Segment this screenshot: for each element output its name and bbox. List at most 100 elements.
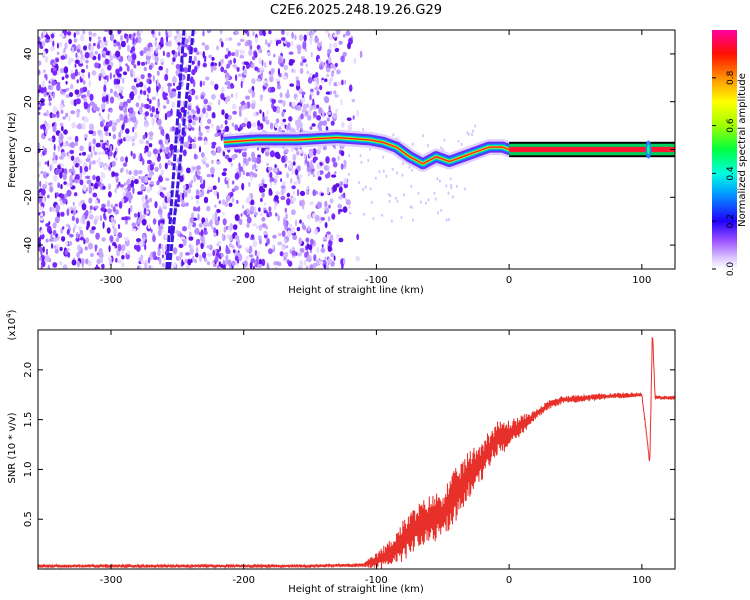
noise-speckle: [262, 116, 266, 122]
noise-speckle: [131, 85, 136, 90]
noise-speckle: [145, 204, 150, 209]
noise-speckle: [295, 76, 299, 81]
noise-speckle: [168, 40, 172, 47]
noise-speckle: [52, 67, 57, 72]
noise-speckle: [115, 50, 121, 58]
noise-speckle: [69, 233, 74, 238]
noise-speckle: [144, 243, 147, 251]
noise-speckle: [70, 69, 74, 74]
noise-speckle: [211, 159, 214, 164]
noise-speckle: [57, 234, 60, 241]
noise-speckle: [187, 105, 192, 111]
noise-speckle: [345, 199, 351, 206]
noise-speckle: [318, 145, 322, 151]
streak-line: [165, 30, 186, 269]
noise-speckle: [193, 47, 198, 53]
noise-speckle: [39, 206, 44, 211]
noise-speckle: [145, 103, 150, 110]
noise-speckle: [382, 169, 385, 173]
noise-speckle: [187, 95, 192, 103]
noise-speckle: [195, 194, 200, 200]
noise-speckle: [248, 254, 254, 258]
noise-speckle: [125, 156, 128, 164]
noise-speckle: [159, 185, 164, 191]
noise-speckle: [211, 56, 215, 61]
noise-speckle: [38, 60, 42, 66]
noise-speckle: [340, 98, 343, 106]
noise-speckle: [49, 164, 52, 172]
noise-speckle: [211, 123, 214, 128]
noise-speckle: [212, 249, 215, 257]
noise-speckle: [71, 259, 77, 266]
noise-speckle: [464, 187, 467, 191]
noise-speckle: [320, 192, 324, 196]
noise-speckle: [306, 186, 309, 191]
noise-speckle: [296, 174, 300, 181]
noise-speckle: [48, 97, 53, 102]
noise-speckle: [271, 98, 276, 104]
noise-speckle: [38, 173, 41, 178]
noise-speckle: [342, 34, 346, 38]
noise-speckle: [318, 120, 324, 127]
noise-speckle: [320, 80, 325, 84]
noise-speckle: [90, 150, 93, 158]
noise-speckle: [66, 229, 70, 235]
noise-speckle: [296, 189, 300, 197]
noise-speckle: [38, 142, 41, 149]
noise-speckle: [199, 254, 202, 262]
noise-speckle: [326, 30, 330, 34]
noise-speckle: [374, 176, 377, 180]
noise-speckle: [392, 133, 395, 137]
noise-speckle: [268, 30, 272, 35]
noise-speckle: [238, 166, 244, 172]
noise-speckle: [109, 235, 114, 243]
noise-speckle: [128, 170, 132, 176]
noise-speckle: [50, 33, 55, 39]
noise-speckle: [203, 230, 208, 235]
noise-speckle: [155, 92, 159, 96]
noise-speckle: [296, 151, 300, 156]
noise-speckle: [88, 242, 93, 250]
noise-speckle: [52, 40, 55, 47]
noise-speckle: [59, 197, 62, 202]
noise-speckle: [234, 214, 240, 222]
noise-speckle: [149, 170, 155, 176]
noise-speckle: [246, 249, 250, 253]
noise-speckle: [195, 200, 200, 205]
noise-speckle: [38, 104, 41, 108]
noise-speckle: [325, 67, 331, 73]
noise-speckle: [101, 263, 105, 269]
noise-speckle: [274, 203, 277, 211]
noise-speckle: [139, 89, 143, 95]
y-tick-label: 20: [23, 95, 34, 108]
noise-speckle: [330, 120, 335, 126]
noise-speckle: [221, 233, 224, 241]
spectrogram-x-axis-label: Height of straight line (km): [288, 285, 424, 296]
noise-speckle: [322, 110, 325, 118]
noise-speckle: [230, 93, 234, 98]
x-tick-label: 100: [632, 575, 651, 586]
noise-speckle: [298, 237, 303, 245]
noise-speckle: [200, 119, 203, 127]
noise-speckle: [101, 203, 106, 209]
noise-speckle: [194, 153, 197, 160]
noise-speckle: [86, 90, 91, 97]
noise-speckle: [156, 78, 159, 87]
noise-speckle: [322, 145, 327, 151]
noise-speckle: [53, 174, 58, 182]
noise-speckle: [141, 195, 145, 203]
noise-speckle: [217, 240, 222, 245]
noise-speckle: [166, 146, 170, 153]
noise-speckle: [144, 175, 148, 184]
noise-speckle: [92, 145, 95, 152]
noise-speckle: [93, 219, 98, 225]
y-tick-label: -20: [23, 189, 34, 205]
noise-speckle: [246, 121, 252, 129]
noise-speckle: [60, 125, 64, 132]
noise-speckle: [300, 61, 304, 67]
noise-speckle: [79, 236, 85, 241]
noise-speckle: [59, 155, 64, 160]
noise-speckle: [335, 30, 341, 35]
noise-speckle: [335, 108, 339, 114]
noise-speckle: [200, 234, 205, 243]
